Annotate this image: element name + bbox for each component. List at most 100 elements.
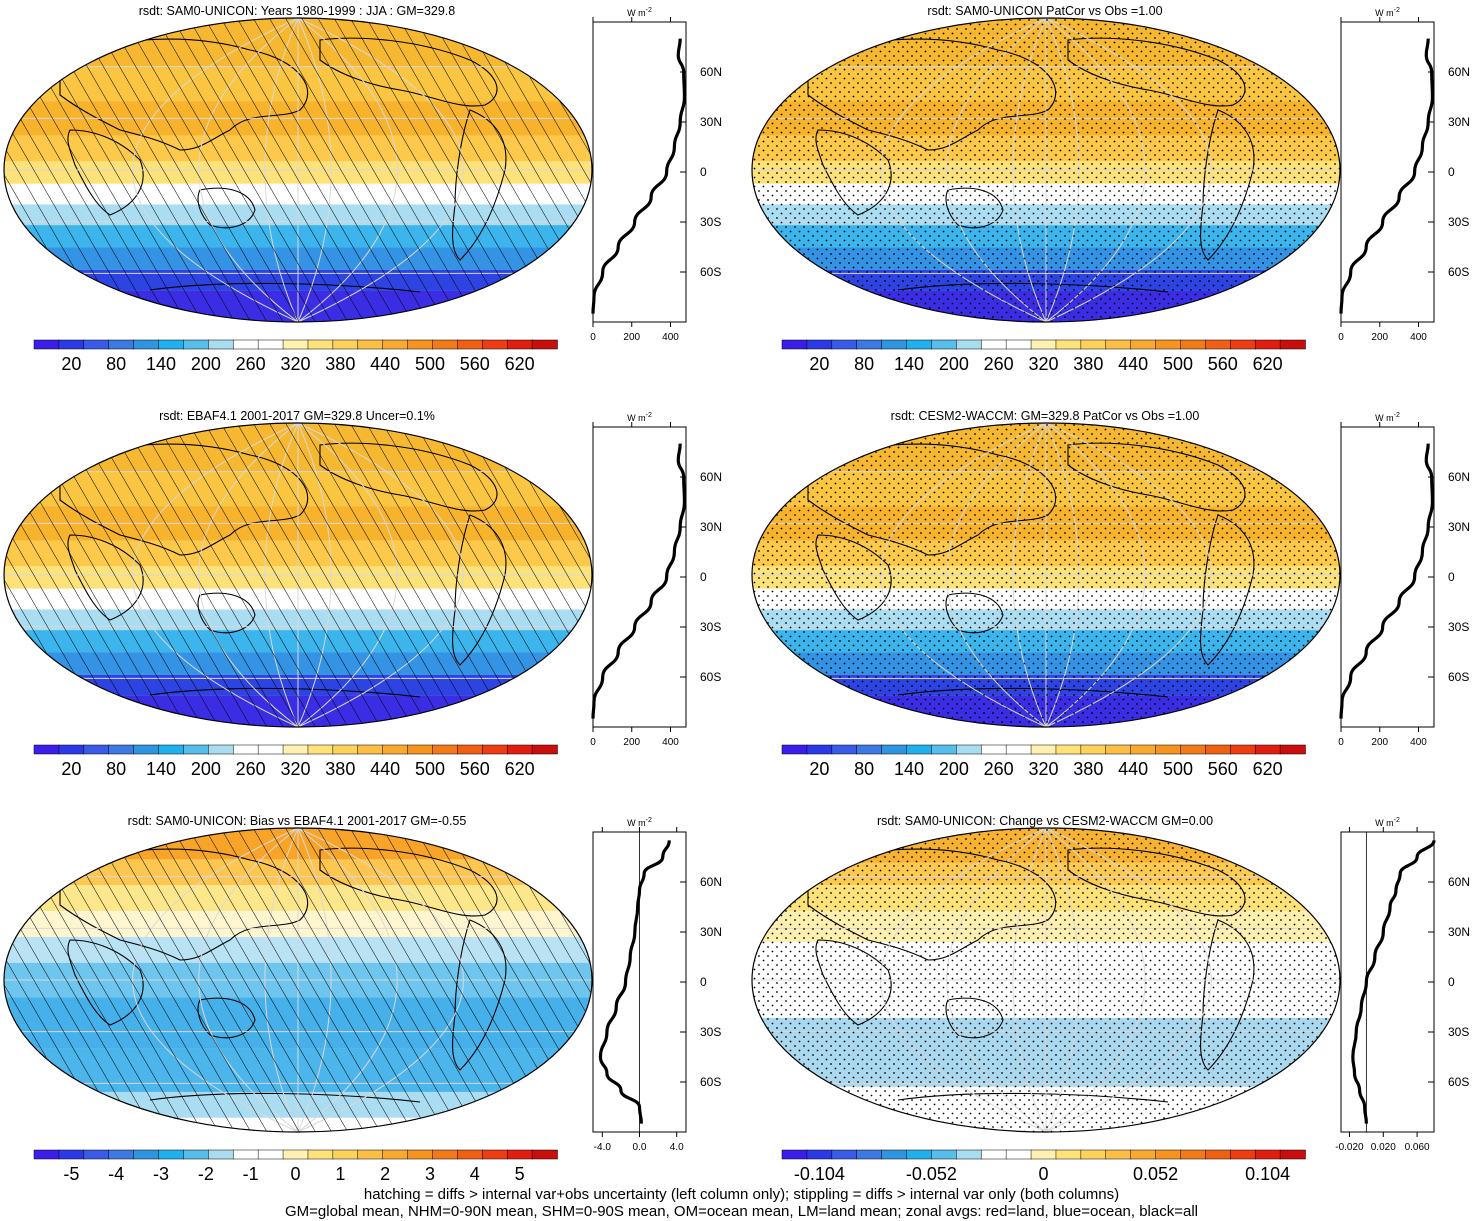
colorbar-swatch bbox=[1279, 744, 1306, 755]
colorbar-swatch bbox=[382, 1149, 409, 1160]
panel-title: rsdt: SAM0-UNICON PatCor vs Obs =1.00 bbox=[927, 4, 1162, 18]
colorbar-label: 20 bbox=[61, 354, 81, 374]
panel-title: rsdt: SAM0-UNICON: Bias vs EBAF4.1 2001-… bbox=[128, 814, 467, 828]
zonal-unit-exp: -2 bbox=[646, 412, 652, 419]
zonal-unit-exp: -2 bbox=[1394, 817, 1400, 824]
zonal-lat-label: 30N bbox=[700, 520, 722, 534]
colorbar-label: 80 bbox=[106, 354, 126, 374]
zonal-xtick-label: 0 bbox=[1338, 737, 1344, 748]
colorbar-swatch bbox=[257, 339, 284, 350]
zonal-lat-label: 60N bbox=[1448, 875, 1470, 889]
colorbar-label: 440 bbox=[1118, 759, 1148, 779]
map-field bbox=[4, 828, 592, 1132]
colorbar-swatch bbox=[1130, 1149, 1157, 1160]
colorbar-label: 560 bbox=[1208, 354, 1238, 374]
zonal-unit-label: W m-2 bbox=[1375, 817, 1400, 828]
zonal-xtick-label: 200 bbox=[1371, 332, 1388, 343]
colorbar-swatch bbox=[232, 339, 259, 350]
significance-overlay bbox=[4, 18, 592, 322]
colorbar-label: 260 bbox=[236, 354, 266, 374]
map-field bbox=[752, 423, 1340, 727]
zonal-xtick-label: 200 bbox=[623, 332, 640, 343]
colorbar-swatch bbox=[806, 744, 833, 755]
colorbar-swatch bbox=[183, 1149, 210, 1160]
colorbar-swatch bbox=[1105, 1149, 1132, 1160]
colorbar-label: 560 bbox=[1208, 759, 1238, 779]
colorbar-swatch bbox=[457, 744, 484, 755]
panel-title: rsdt: EBAF4.1 2001-2017 GM=329.8 Uncer=0… bbox=[159, 409, 435, 423]
zonal-xtick-label: 0.060 bbox=[1405, 1142, 1430, 1153]
colorbar-label: 620 bbox=[1253, 354, 1283, 374]
colorbar-swatch bbox=[457, 1149, 484, 1160]
colorbar-swatch bbox=[232, 744, 259, 755]
colorbar-swatch bbox=[332, 339, 359, 350]
colorbar-swatch bbox=[357, 339, 384, 350]
zonal-lat-label: 60N bbox=[1448, 65, 1470, 79]
colorbar-swatch bbox=[856, 339, 883, 350]
zonal-xtick-label: 0 bbox=[1338, 332, 1344, 343]
colorbar-swatch bbox=[357, 1149, 384, 1160]
colorbar-swatch bbox=[58, 339, 85, 350]
colorbar-swatch bbox=[108, 339, 135, 350]
zonal-xtick-label: 0.020 bbox=[1371, 1142, 1396, 1153]
colorbar-swatch bbox=[881, 744, 908, 755]
colorbar-label: 20 bbox=[61, 759, 81, 779]
colorbar-label: 380 bbox=[325, 759, 355, 779]
panel-model_pattern: rsdt: SAM0-UNICON PatCor vs Obs =1.00 20 8… bbox=[751, 4, 1470, 374]
colorbar-swatch bbox=[1055, 1149, 1082, 1160]
colorbar-label: -1 bbox=[243, 1164, 259, 1184]
colorbar-label: 20 bbox=[809, 354, 829, 374]
colorbar-swatch bbox=[33, 339, 60, 350]
colorbar-swatch bbox=[108, 1149, 135, 1160]
zonal-xtick-label: 200 bbox=[623, 737, 640, 748]
colorbar-swatch bbox=[482, 339, 508, 350]
colorbar-swatch bbox=[1254, 1149, 1281, 1160]
zonal-xtick-label: 400 bbox=[1410, 332, 1427, 343]
zonal-lat-label: 0 bbox=[1448, 975, 1455, 989]
colorbar-swatch bbox=[1055, 744, 1082, 755]
colorbar: -5 -4 -3 -2 -1 0 1 2 3 4 5 bbox=[33, 1149, 558, 1184]
colorbar-swatch bbox=[1105, 744, 1132, 755]
colorbar-swatch bbox=[332, 744, 359, 755]
colorbar-swatch bbox=[506, 339, 533, 350]
colorbar-swatch bbox=[83, 1149, 110, 1160]
colorbar: -0.104 -0.052 0 0.052 0.104 bbox=[781, 1149, 1306, 1184]
colorbar-label: 560 bbox=[460, 354, 490, 374]
zonal-unit-exp: -2 bbox=[1394, 7, 1400, 14]
zonal-lat-label: 60N bbox=[700, 65, 722, 79]
zonal-frame bbox=[1340, 21, 1435, 323]
colorbar-swatch bbox=[1080, 744, 1107, 755]
colorbar-swatch bbox=[257, 744, 284, 755]
colorbar: 20 80 140 200 260 320 380 440 500 560 620 bbox=[33, 339, 558, 374]
zonal-unit-label: W m-2 bbox=[1375, 412, 1400, 423]
colorbar-swatch bbox=[432, 339, 459, 350]
zonal-mean-plot: W m-2 -4.0 0.0 4.0 60N 30N 0 30S 60S bbox=[592, 817, 722, 1153]
colorbar-swatch bbox=[1254, 339, 1281, 350]
map-border bbox=[751, 17, 1341, 323]
colorbar-swatch bbox=[208, 339, 234, 350]
colorbar-label: 320 bbox=[1028, 354, 1058, 374]
colorbar-swatch bbox=[133, 744, 160, 755]
colorbar-swatch bbox=[83, 339, 110, 350]
colorbar-swatch bbox=[208, 1149, 234, 1160]
panel-title: rsdt: SAM0-UNICON: Change vs CESM2-WACCM… bbox=[877, 814, 1213, 828]
colorbar-label: 80 bbox=[854, 354, 874, 374]
colorbar-swatch bbox=[232, 1149, 259, 1160]
map-border bbox=[3, 827, 593, 1133]
zonal-xtick-label: 400 bbox=[1410, 737, 1427, 748]
colorbar-swatch bbox=[1080, 1149, 1107, 1160]
panel-control: rsdt: CESM2-WACCM: GM=329.8 PatCor vs Ob… bbox=[751, 409, 1470, 779]
colorbar-swatch bbox=[531, 339, 558, 350]
colorbar-label: 620 bbox=[505, 354, 535, 374]
colorbar: 20 80 140 200 260 320 380 440 500 560 620 bbox=[781, 339, 1306, 374]
colorbar-swatch bbox=[856, 744, 883, 755]
zonal-lat-label: 60S bbox=[700, 265, 721, 279]
colorbar-swatch bbox=[158, 1149, 185, 1160]
colorbar-label: 0.104 bbox=[1245, 1164, 1290, 1184]
colorbar-swatch bbox=[482, 744, 508, 755]
colorbar-label: 200 bbox=[939, 759, 969, 779]
zonal-mean-line bbox=[1351, 839, 1436, 1124]
zonal-lat-label: 60S bbox=[1448, 1075, 1469, 1089]
colorbar-swatch bbox=[1155, 744, 1182, 755]
